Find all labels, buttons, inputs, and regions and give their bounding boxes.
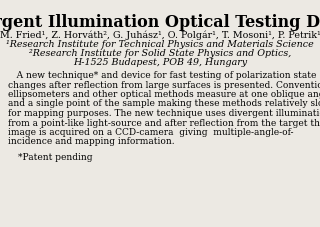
Text: Divergent Illumination Optical Testing Device: Divergent Illumination Optical Testing D… [0,14,320,31]
Text: and a single point of the sample making these methods relatively slow: and a single point of the sample making … [8,99,320,108]
Text: ²Research Institute for Solid State Physics and Optics,: ²Research Institute for Solid State Phys… [29,49,291,58]
Text: changes after reflection from large surfaces is presented. Conventional: changes after reflection from large surf… [8,80,320,89]
Text: image is acquired on a CCD-camera  giving  multiple-angle-of-: image is acquired on a CCD-camera giving… [8,127,293,136]
Text: incidence and mapping information.: incidence and mapping information. [8,137,175,146]
Text: *Patent pending: *Patent pending [18,152,92,161]
Text: ellipsometers and other optical methods measure at one oblique angle: ellipsometers and other optical methods … [8,90,320,99]
Text: A new technique* and device for fast testing of polarization state: A new technique* and device for fast tes… [8,71,316,80]
Text: M. Fried¹, Z. Horváth², G. Juhász¹, O. Polgár¹, T. Mosoni¹, P. Petrik¹: M. Fried¹, Z. Horváth², G. Juhász¹, O. P… [0,30,320,39]
Text: H-1525 Budapest, POB 49, Hungary: H-1525 Budapest, POB 49, Hungary [73,58,247,67]
Text: ¹Research Institute for Technical Physics and Materials Science: ¹Research Institute for Technical Physic… [6,40,314,49]
Text: from a point-like light-source and after reflection from the target the: from a point-like light-source and after… [8,118,320,127]
Text: for mapping purposes. The new technique uses divergent illumination: for mapping purposes. The new technique … [8,109,320,118]
